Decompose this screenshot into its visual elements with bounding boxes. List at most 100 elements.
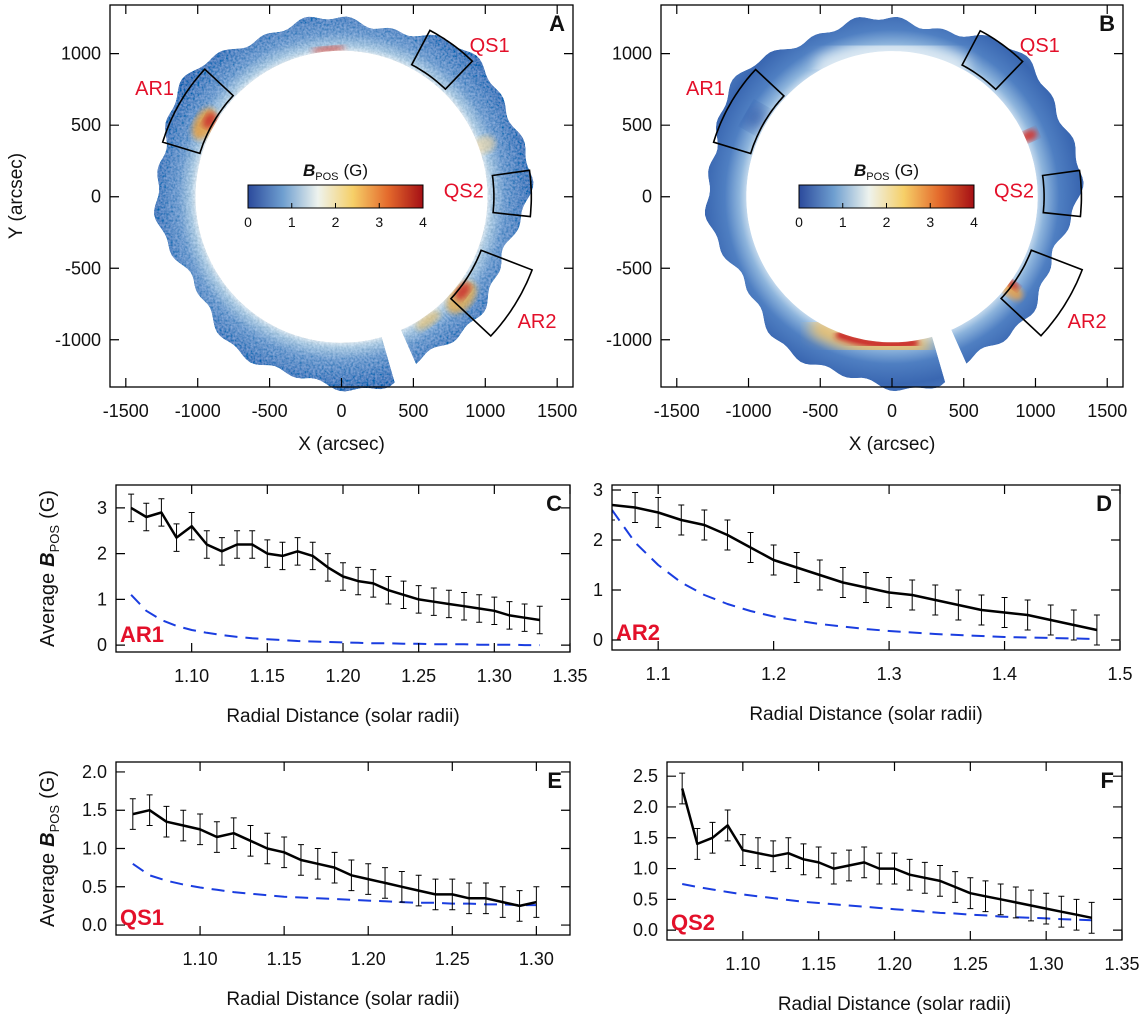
plot-frame: [666, 761, 1123, 941]
x-tick-label: 1.5: [1107, 664, 1132, 684]
colorbar-tick-label: 4: [970, 214, 978, 230]
y-tick-label: 2.5: [633, 766, 658, 786]
map-hotspot: [311, 45, 346, 53]
y-tick-label: 500: [71, 115, 101, 135]
y-tick-label: 1000: [61, 44, 101, 64]
y-tick-label: 2: [593, 530, 603, 550]
region-label: AR2: [1068, 311, 1107, 333]
x-tick-label: 1.30: [1029, 954, 1064, 974]
x-tick-label: 1.10: [174, 666, 209, 686]
region-box: [449, 249, 534, 338]
y-label-subscript: POS: [47, 525, 62, 553]
y-tick-label: 1.5: [82, 800, 107, 820]
x-tick-label: 1000: [1015, 401, 1055, 421]
colorbar-tick-label: 0: [795, 214, 803, 230]
colorbar-tick-label: 0: [244, 214, 252, 230]
x-tick-label: 1.20: [877, 954, 912, 974]
x-axis-label: Radial Distance (solar radii): [226, 989, 459, 1010]
y-tick-label: -1000: [606, 330, 652, 350]
y-label-unit: (G): [37, 490, 59, 519]
y-tick-label: 0.5: [82, 877, 107, 897]
x-tick-label: 1.3: [877, 664, 902, 684]
map-hotspot: [745, 105, 766, 130]
y-label-prefix: Average: [37, 573, 59, 647]
y-tick-label: 0.0: [633, 920, 658, 940]
colorbar-tick-label: 3: [926, 214, 934, 230]
error-bar: [536, 605, 543, 635]
colorbar-subscript: POS: [866, 171, 889, 183]
y-tick-label: 1000: [612, 44, 652, 64]
y-axis-label: Average BPOS (G): [37, 770, 62, 927]
x-tick-label: 1.20: [351, 949, 386, 969]
x-tick-label: -1000: [175, 401, 221, 421]
y-label-subscript: POS: [47, 805, 62, 833]
y-axis-label: Average BPOS (G): [37, 490, 62, 647]
x-tick-label: 1.15: [250, 666, 285, 686]
map-hotspot: [814, 41, 970, 74]
region-box: [999, 249, 1084, 337]
colorbar-tick-label: 2: [332, 214, 340, 230]
x-tick-label: 1.25: [435, 949, 470, 969]
map-hotspot: [415, 310, 441, 330]
x-tick-label: 1.15: [267, 949, 302, 969]
colorbar-title: BPOS (G): [303, 161, 368, 183]
x-tick-label: 1500: [1087, 401, 1127, 421]
y-tick-label: 1.0: [82, 839, 107, 859]
x-tick-label: 1.30: [477, 666, 512, 686]
region-box: [410, 29, 474, 91]
plot-frame: [115, 761, 571, 936]
region-label: AR2: [518, 311, 557, 333]
x-tick-label: -1500: [103, 401, 149, 421]
x-tick-label: 1.10: [725, 954, 760, 974]
region-box: [712, 68, 786, 155]
x-tick-label: 1.20: [325, 666, 360, 686]
data-line: [132, 808, 537, 908]
panel-label: B: [1099, 11, 1115, 36]
region-label: AR1: [120, 622, 164, 647]
x-tick-label: 1000: [465, 401, 505, 421]
y-tick-label: 2.0: [82, 762, 107, 782]
model-line: [130, 594, 540, 647]
model-line: [612, 509, 1097, 640]
plot-area: [679, 772, 1095, 934]
x-tick-label: 1.10: [183, 949, 218, 969]
colorbar-tick-label: 4: [419, 214, 427, 230]
y-label-unit: (G): [37, 770, 59, 799]
x-tick-label: -500: [802, 401, 838, 421]
x-tick-label: 0: [336, 401, 346, 421]
region-box: [161, 68, 235, 155]
region-label: QS1: [1020, 35, 1060, 57]
y-tick-label: 500: [622, 115, 652, 135]
panel-label: E: [547, 768, 562, 793]
y-tick-label: -500: [65, 258, 101, 278]
x-axis-label: Radial Distance (solar radii): [749, 704, 982, 725]
colorbar-subscript: POS: [315, 171, 338, 183]
region-label: AR2: [616, 620, 660, 645]
x-tick-label: 1.2: [761, 664, 786, 684]
colorbar-tick-label: 3: [375, 214, 383, 230]
region-label: AR1: [686, 78, 725, 100]
region-label: QS1: [120, 905, 164, 930]
x-tick-label: 1.4: [992, 664, 1017, 684]
y-axis-label: Y (arcsec): [6, 153, 27, 239]
y-tick-label: 0.5: [633, 889, 658, 909]
panel-label: A: [549, 11, 565, 36]
region-label: AR1: [135, 78, 174, 100]
error-bar: [679, 772, 686, 805]
x-axis-label: Radial Distance (solar radii): [778, 994, 1011, 1015]
y-tick-label: 2.0: [633, 797, 658, 817]
y-tick-label: 1.5: [633, 828, 658, 848]
colorbar-symbol: B: [854, 161, 866, 180]
region-box: [491, 169, 533, 218]
x-tick-label: 1.25: [953, 954, 988, 974]
region-label: QS2: [444, 180, 484, 202]
colorbar-unit: (G): [343, 161, 368, 180]
plot-area: [129, 794, 540, 922]
region-label: QS1: [470, 35, 510, 57]
plot-area: [128, 493, 543, 647]
error-bar: [1093, 614, 1100, 646]
y-tick-label: 0: [97, 635, 107, 655]
x-axis-label: X (arcsec): [298, 434, 385, 455]
map-hotspot: [835, 330, 919, 349]
